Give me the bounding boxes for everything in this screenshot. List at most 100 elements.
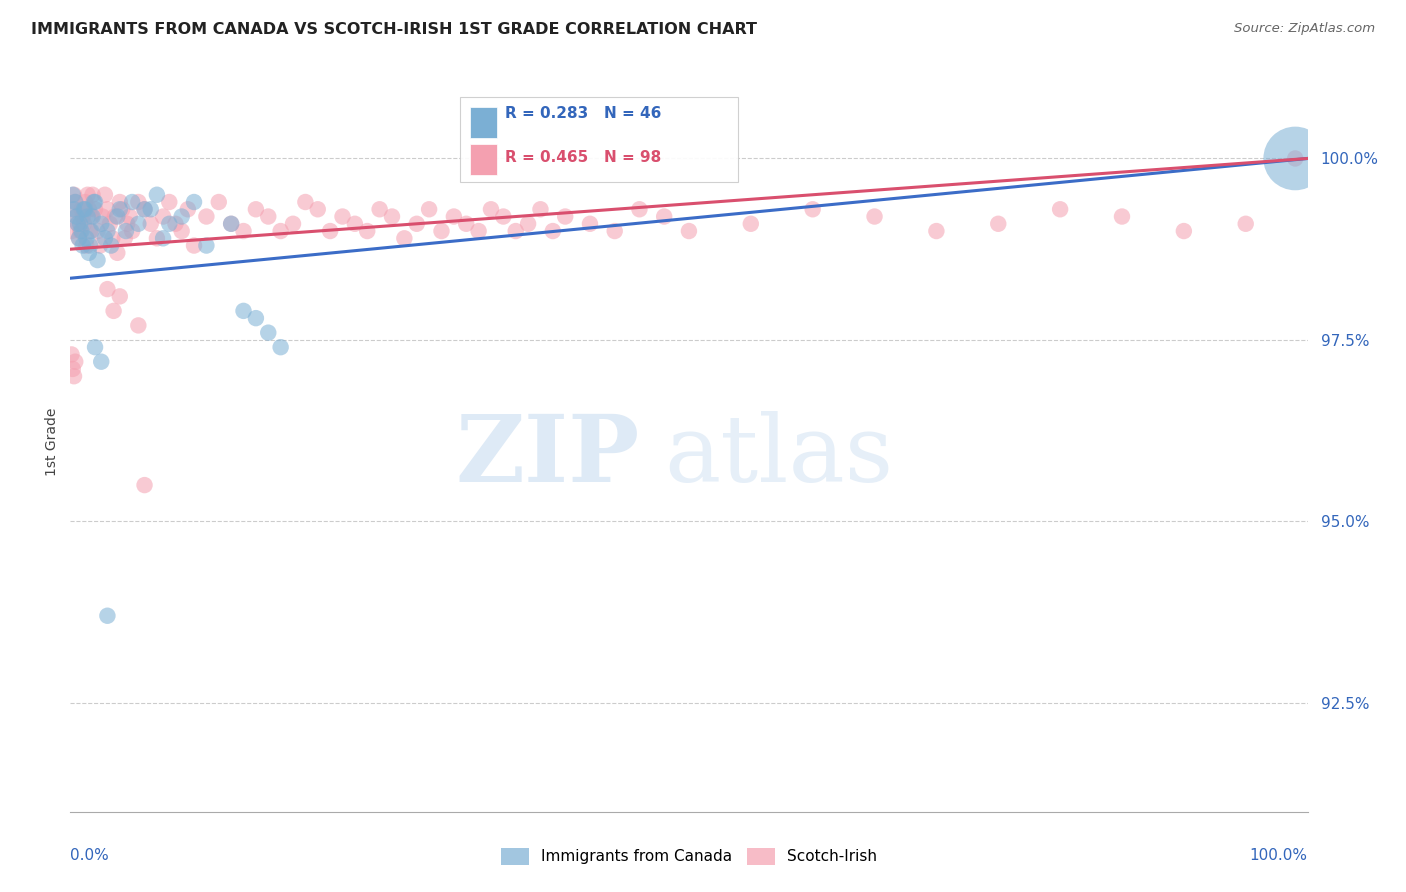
Point: [127, 194, 149, 209]
Point: [925, 224, 948, 238]
Point: [157, 194, 180, 209]
Point: [62, 362, 84, 376]
Point: [332, 210, 354, 224]
Point: [1049, 202, 1071, 217]
Point: [70, 202, 93, 217]
Point: [541, 224, 564, 238]
Point: [678, 224, 700, 238]
Point: [63, 187, 86, 202]
Point: [232, 304, 254, 318]
Point: [127, 318, 149, 333]
Point: [139, 202, 162, 217]
Point: [72, 210, 94, 224]
Point: [492, 210, 515, 224]
Point: [104, 210, 127, 224]
Point: [456, 217, 478, 231]
Point: [69, 224, 91, 238]
Point: [257, 210, 280, 224]
Point: [356, 224, 378, 238]
Point: [195, 238, 218, 252]
Point: [111, 202, 134, 217]
Point: [118, 210, 141, 224]
Point: [219, 217, 242, 231]
Point: [208, 194, 231, 209]
Point: [517, 217, 540, 231]
Point: [67, 231, 90, 245]
Point: [603, 224, 626, 238]
Point: [100, 238, 122, 252]
Point: [319, 224, 342, 238]
Point: [73, 217, 96, 231]
Point: [70, 224, 93, 238]
Point: [67, 231, 90, 245]
Point: [740, 217, 762, 231]
Point: [1111, 210, 1133, 224]
Point: [77, 202, 100, 217]
Point: [1284, 152, 1306, 166]
Point: [76, 187, 98, 202]
Point: [94, 187, 117, 202]
Point: [103, 304, 125, 318]
Point: [157, 217, 180, 231]
Point: [467, 224, 489, 238]
Point: [89, 238, 111, 252]
Point: [801, 202, 824, 217]
Point: [84, 202, 107, 217]
Point: [270, 340, 292, 354]
Point: [134, 202, 156, 217]
Point: [65, 194, 87, 209]
FancyBboxPatch shape: [460, 97, 738, 183]
Point: [105, 245, 128, 260]
FancyBboxPatch shape: [470, 107, 498, 138]
Point: [529, 202, 551, 217]
Point: [394, 231, 416, 245]
Point: [63, 202, 86, 217]
Point: [505, 224, 527, 238]
Point: [75, 194, 97, 209]
Point: [108, 289, 131, 303]
Point: [152, 210, 174, 224]
Point: [66, 217, 89, 231]
Text: R = 0.465   N = 98: R = 0.465 N = 98: [505, 151, 661, 166]
Point: [127, 217, 149, 231]
Point: [152, 231, 174, 245]
Point: [381, 210, 404, 224]
Point: [195, 210, 218, 224]
Point: [66, 217, 89, 231]
Point: [177, 202, 200, 217]
Point: [219, 217, 242, 231]
Point: [579, 217, 602, 231]
Point: [270, 224, 292, 238]
Text: R = 0.283   N = 46: R = 0.283 N = 46: [505, 106, 661, 121]
Point: [63, 369, 86, 384]
Point: [77, 245, 100, 260]
Point: [479, 202, 502, 217]
Point: [115, 217, 138, 231]
Point: [652, 210, 675, 224]
Point: [101, 231, 124, 245]
Point: [170, 210, 193, 224]
Point: [90, 354, 112, 368]
Point: [84, 194, 107, 209]
Point: [134, 202, 156, 217]
Point: [443, 210, 465, 224]
Point: [165, 217, 187, 231]
Text: atlas: atlas: [664, 411, 893, 501]
Point: [65, 210, 87, 224]
Point: [72, 238, 94, 252]
Point: [368, 202, 391, 217]
FancyBboxPatch shape: [470, 144, 498, 175]
Point: [294, 194, 316, 209]
Point: [91, 210, 114, 224]
Point: [75, 202, 97, 217]
Point: [90, 217, 112, 231]
Y-axis label: 1st Grade: 1st Grade: [45, 408, 59, 475]
Point: [232, 224, 254, 238]
Point: [94, 231, 117, 245]
Text: IMMIGRANTS FROM CANADA VS SCOTCH-IRISH 1ST GRADE CORRELATION CHART: IMMIGRANTS FROM CANADA VS SCOTCH-IRISH 1…: [31, 22, 756, 37]
Point: [96, 608, 118, 623]
Point: [96, 224, 118, 238]
Point: [62, 187, 84, 202]
Point: [75, 231, 97, 245]
Point: [430, 224, 453, 238]
